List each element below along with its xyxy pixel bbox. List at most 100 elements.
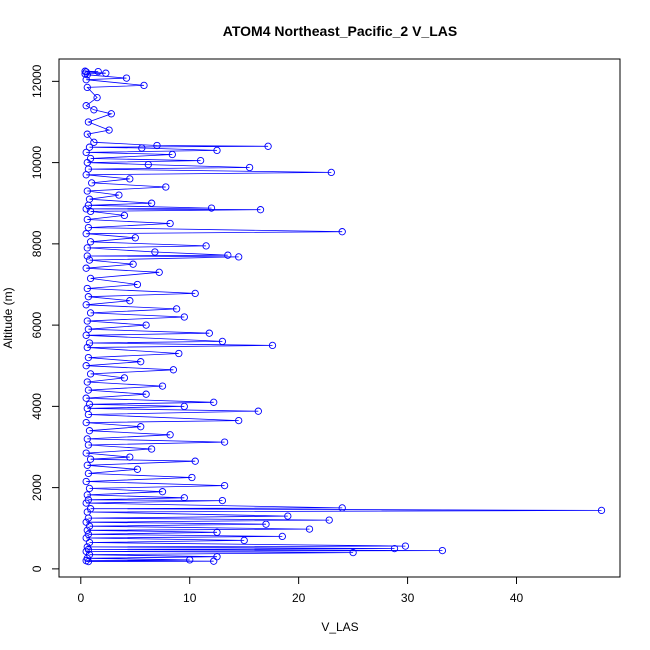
data-point <box>126 297 134 305</box>
data-point <box>210 398 218 406</box>
data-point <box>82 418 90 427</box>
data-point <box>86 455 95 463</box>
data-point <box>82 362 90 370</box>
data-point <box>147 445 156 453</box>
data-point <box>220 481 229 490</box>
data-point <box>240 536 248 545</box>
data-point <box>180 494 188 502</box>
data-point <box>142 390 150 398</box>
data-point <box>188 473 196 482</box>
data-point <box>86 309 95 317</box>
data-point <box>133 280 142 289</box>
data-point <box>202 242 210 250</box>
data-point <box>84 514 93 522</box>
data-point <box>180 313 188 321</box>
data-point <box>83 187 91 195</box>
data-point <box>218 496 227 505</box>
y-tick-label: 10000 <box>30 146 44 180</box>
data-point <box>140 81 148 90</box>
data-point <box>86 207 95 216</box>
data-point <box>83 244 91 252</box>
data-point <box>85 538 94 547</box>
data-point <box>155 268 163 276</box>
data-point <box>83 317 91 325</box>
data-point <box>84 353 93 362</box>
x-tick-label: 0 <box>77 591 84 605</box>
data-point <box>83 378 91 386</box>
x-tick-label: 40 <box>510 591 524 605</box>
data-point <box>120 374 129 382</box>
data-point <box>138 144 146 152</box>
data-point <box>218 337 227 346</box>
data-point <box>166 219 174 228</box>
data-point <box>83 83 91 92</box>
data-point <box>224 251 232 259</box>
data-point <box>83 252 91 260</box>
data-point <box>82 102 90 110</box>
data-point <box>284 512 292 520</box>
x-tick-label: 20 <box>292 591 306 605</box>
data-point <box>85 522 94 530</box>
data-point <box>401 542 410 550</box>
x-tick-label: 10 <box>183 591 197 605</box>
data-point <box>82 499 90 507</box>
data-point <box>137 358 145 366</box>
data-point <box>102 69 110 77</box>
y-axis-label: Altitude (m) <box>1 287 15 348</box>
data-point <box>235 253 243 261</box>
data-point <box>168 150 176 159</box>
data-point <box>83 491 91 499</box>
data-point <box>262 520 270 528</box>
data-point <box>86 238 95 246</box>
data-point <box>180 402 188 411</box>
data-point <box>186 556 194 564</box>
y-tick-label: 4000 <box>30 393 44 420</box>
data-point <box>83 284 91 293</box>
data-point <box>86 274 95 283</box>
data-point <box>82 205 90 213</box>
data-point <box>175 349 183 358</box>
data-point <box>93 93 101 102</box>
data-point <box>153 141 161 150</box>
data-point <box>84 410 93 419</box>
data-point <box>213 528 221 536</box>
data-point <box>142 321 150 329</box>
data-point <box>278 532 286 541</box>
data-point <box>107 110 115 118</box>
data-point <box>82 449 90 457</box>
data-point <box>82 301 90 309</box>
data-point <box>85 256 94 264</box>
data-point <box>82 171 90 179</box>
data-point <box>83 71 91 79</box>
data-point <box>83 461 91 469</box>
data-point <box>82 394 90 402</box>
data-point <box>85 143 94 151</box>
data-point <box>115 191 123 199</box>
data-point <box>245 163 254 172</box>
data-point <box>83 343 91 352</box>
y-tick-label: 6000 <box>30 311 44 338</box>
data-point <box>162 183 170 191</box>
x-tick-label: 30 <box>401 591 415 605</box>
data-point <box>82 331 90 339</box>
data-point <box>220 438 229 446</box>
data-point <box>84 441 93 449</box>
data-point <box>90 106 98 114</box>
data-point <box>305 525 314 533</box>
data-point <box>338 228 346 236</box>
data-point <box>390 544 399 553</box>
data-point <box>84 469 93 478</box>
data-point <box>349 548 357 557</box>
x-axis-label: V_LAS <box>321 620 358 634</box>
data-point <box>85 400 94 408</box>
data-point <box>83 130 91 138</box>
data-point <box>84 557 93 566</box>
data-point <box>81 67 89 75</box>
data-point <box>129 260 137 268</box>
data-point <box>338 504 346 512</box>
data-point <box>82 148 90 157</box>
data-point <box>85 484 94 493</box>
data-point <box>191 457 199 465</box>
data-point <box>83 215 91 224</box>
